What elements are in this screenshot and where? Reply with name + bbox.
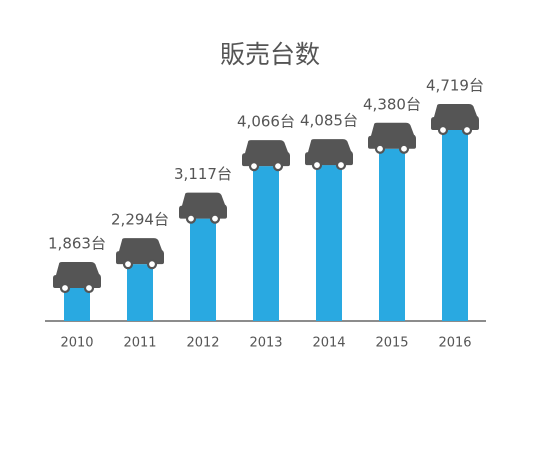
car-icon	[53, 262, 101, 294]
car-body	[53, 262, 101, 288]
car-icon	[179, 192, 227, 224]
bar	[253, 166, 279, 321]
car-wheel	[311, 159, 323, 171]
bar	[190, 218, 216, 321]
chart-title: 販売台数	[220, 40, 320, 69]
car-body	[179, 192, 227, 219]
x-tick-label: 2016	[438, 336, 471, 351]
car-wheel	[83, 282, 95, 294]
data-label: 3,117台	[174, 165, 232, 183]
car-wheel	[374, 143, 386, 154]
bar	[127, 264, 153, 321]
car-wheel	[437, 124, 449, 136]
bar	[64, 288, 90, 321]
data-label: 4,066台	[237, 113, 295, 131]
car-wheel	[209, 213, 221, 224]
bar	[379, 148, 405, 321]
car-wheel	[59, 282, 71, 294]
car-icon	[431, 104, 479, 136]
car-icon	[116, 238, 164, 270]
data-label: 4,380台	[363, 95, 421, 113]
bar	[442, 130, 468, 321]
car-wheel	[398, 143, 410, 154]
car-icon	[242, 140, 290, 172]
car-wheel	[272, 161, 284, 172]
car-wheel	[185, 213, 197, 224]
car-wheel	[335, 159, 347, 171]
x-tick-label: 2015	[375, 336, 408, 351]
car-body	[305, 139, 353, 166]
x-tick-label: 2012	[186, 336, 219, 351]
car-wheel	[248, 161, 260, 172]
car-wheel	[146, 259, 158, 270]
x-tick-label: 2010	[60, 336, 93, 351]
x-tick-label: 2013	[249, 336, 282, 351]
data-label: 2,294台	[111, 211, 169, 229]
x-tick-label: 2014	[312, 336, 345, 351]
data-label: 1,863台	[48, 235, 106, 253]
car-icon	[368, 122, 416, 154]
car-wheel	[461, 124, 473, 136]
car-wheel	[122, 259, 134, 270]
car-body	[431, 104, 479, 130]
bar	[316, 165, 342, 321]
data-label: 4,719台	[426, 77, 484, 95]
car-body	[116, 238, 164, 265]
car-icon	[305, 139, 353, 171]
x-tick-label: 2011	[123, 336, 156, 351]
car-body	[368, 122, 416, 149]
data-label: 4,085台	[300, 112, 358, 130]
car-body	[242, 140, 290, 167]
